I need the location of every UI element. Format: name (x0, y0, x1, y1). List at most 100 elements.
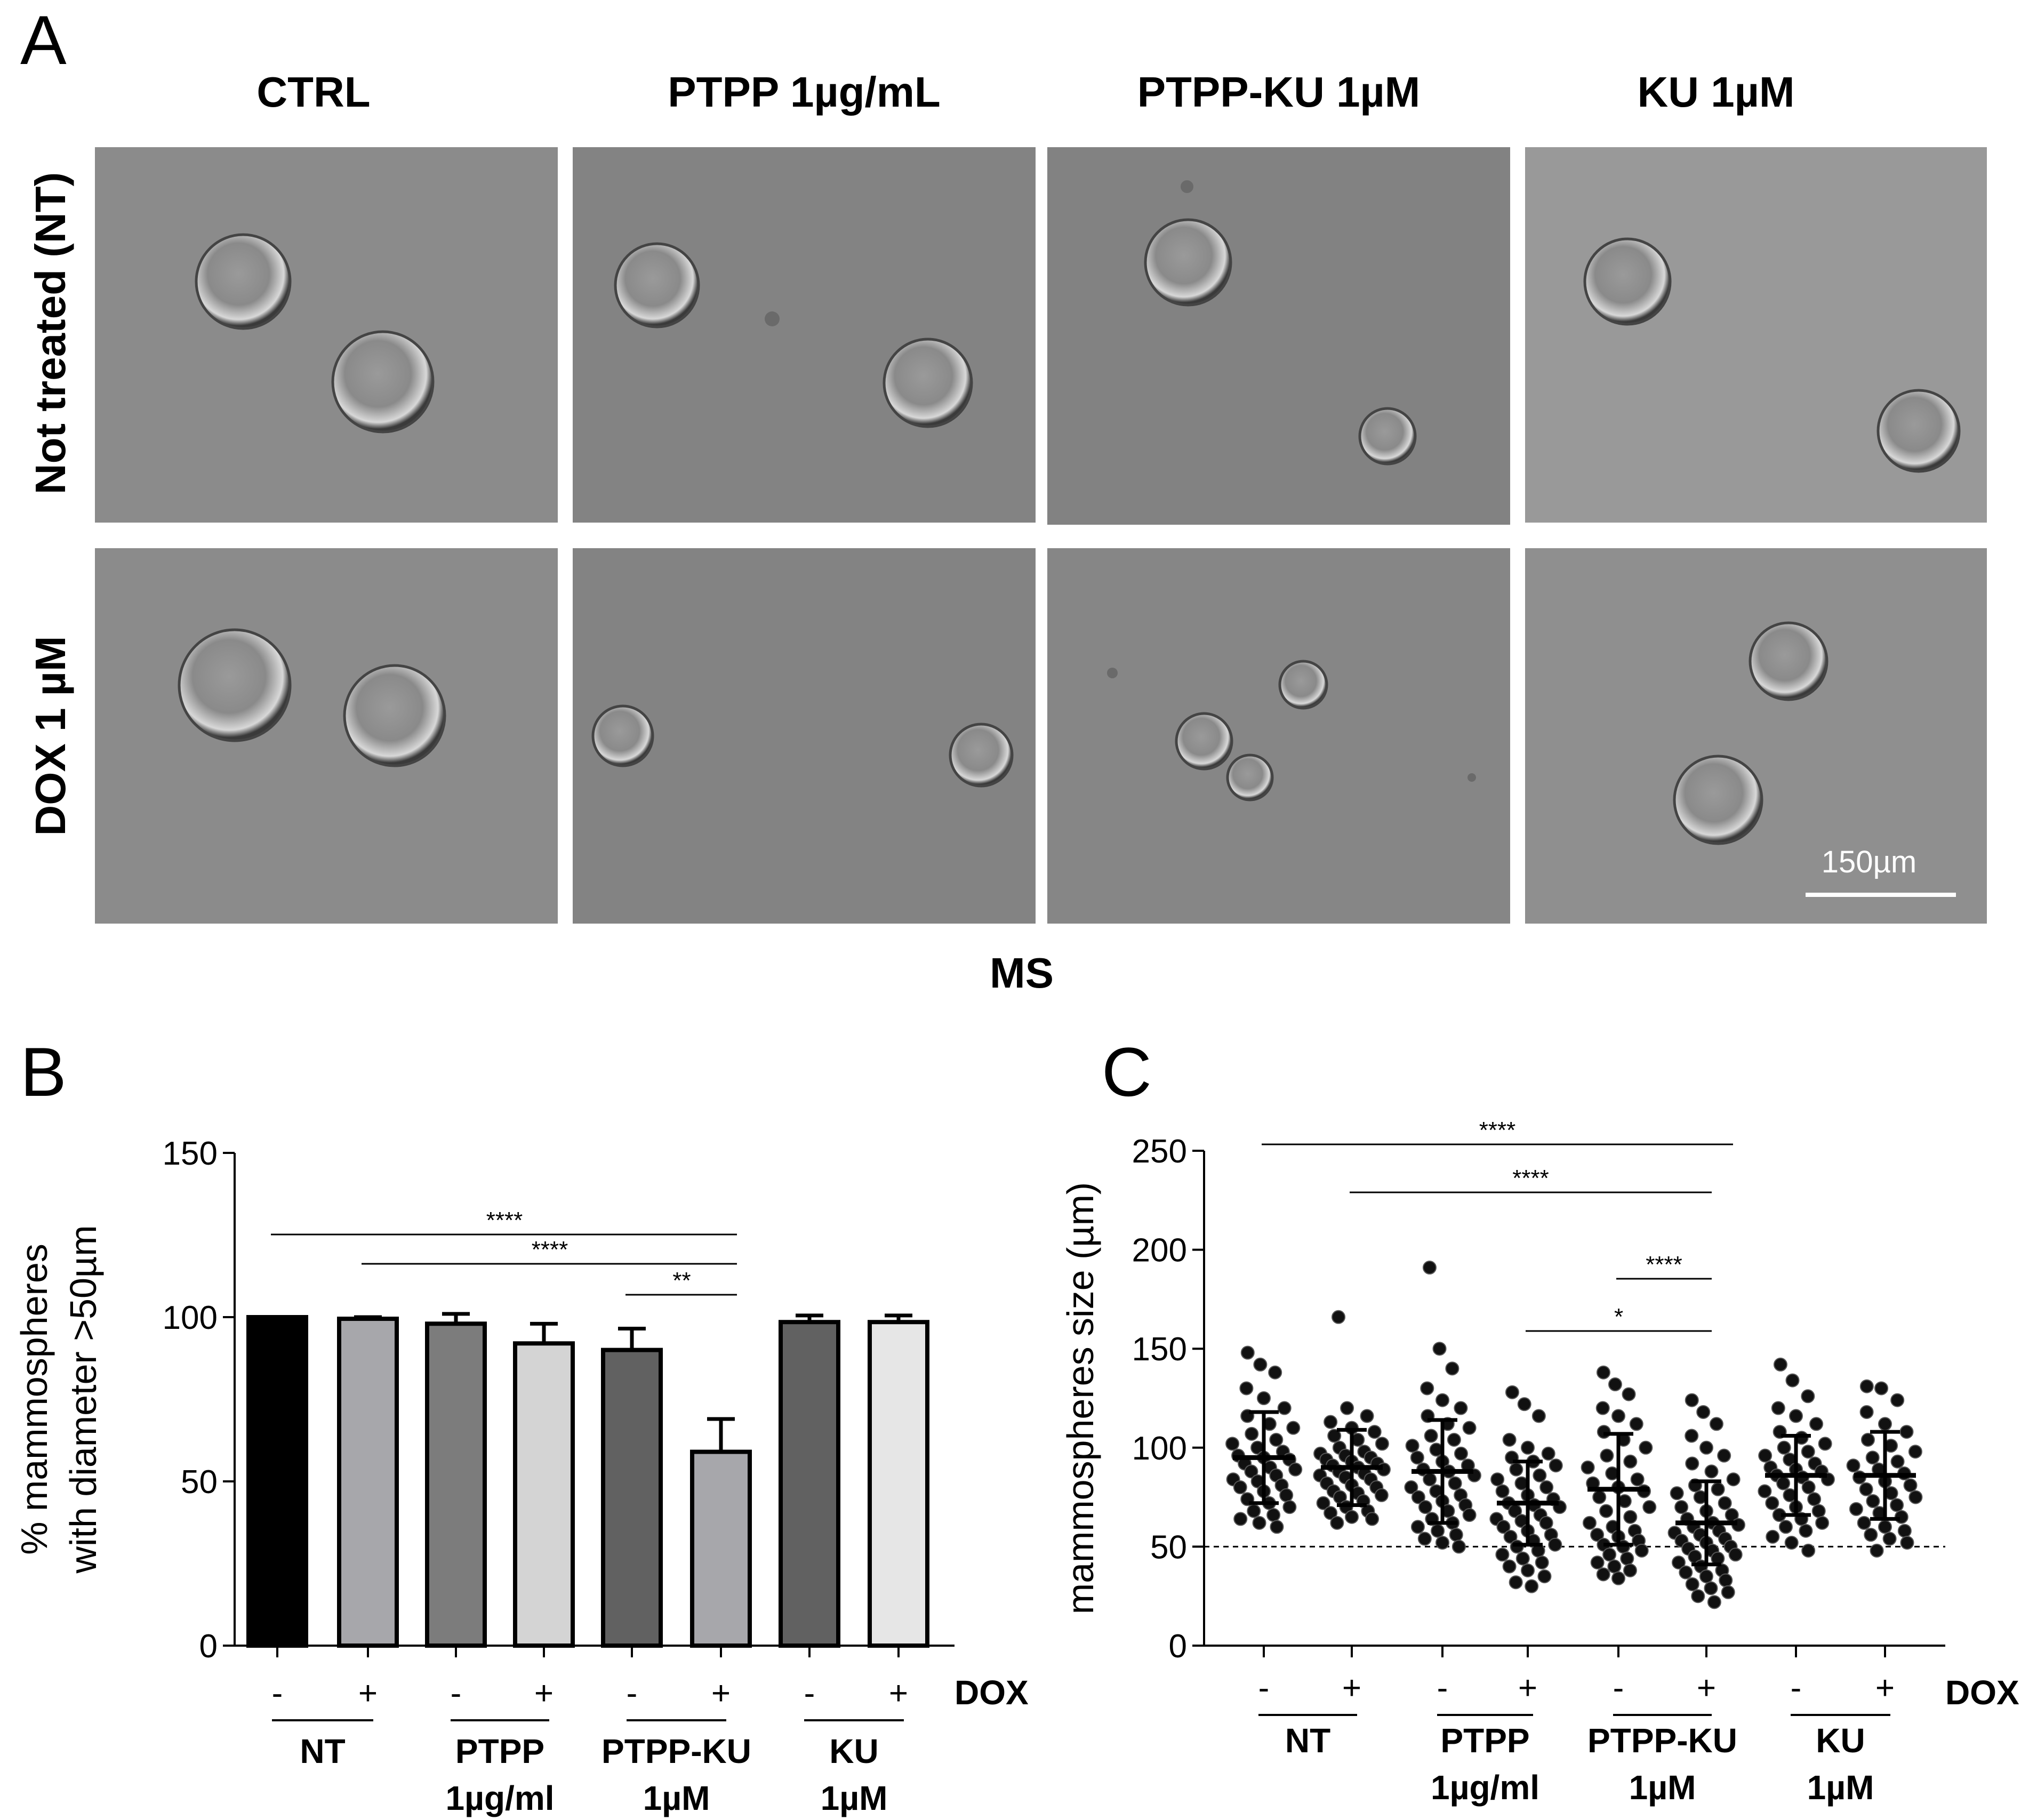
y-axis-title: with diameter >50µm (62, 1225, 104, 1574)
y-tick-label: 100 (163, 1300, 218, 1336)
data-point (1859, 1379, 1874, 1393)
data-point (1525, 1579, 1539, 1593)
data-point (1728, 1548, 1743, 1562)
data-point (1288, 1462, 1303, 1477)
data-point (1595, 1401, 1610, 1415)
data-point (1642, 1500, 1657, 1514)
data-point (1685, 1393, 1699, 1407)
data-point (1882, 1532, 1897, 1546)
significance-label: **** (1646, 1252, 1682, 1278)
y-tick-label: 250 (1132, 1133, 1187, 1170)
data-point (1622, 1387, 1636, 1401)
data-point (1894, 1510, 1908, 1524)
dox-sign: + (358, 1675, 378, 1712)
data-point (1592, 1490, 1607, 1504)
data-point (1846, 1458, 1860, 1473)
data-point (1448, 1476, 1462, 1490)
data-point (1865, 1450, 1880, 1465)
bar (690, 1449, 752, 1648)
data-point (1674, 1500, 1689, 1514)
data-point (1233, 1480, 1247, 1495)
dox-sign: + (711, 1675, 731, 1712)
data-point (1899, 1425, 1914, 1439)
data-point (1279, 1488, 1294, 1502)
dox-sign: + (1342, 1670, 1361, 1706)
bar (425, 1321, 487, 1648)
data-point (1365, 1512, 1380, 1526)
data-point (1607, 1559, 1622, 1574)
data-point (1784, 1535, 1799, 1550)
data-point (1608, 1377, 1622, 1392)
significance-label: * (1614, 1304, 1623, 1330)
data-point (1282, 1500, 1297, 1514)
data-point (1623, 1454, 1638, 1469)
panel-c-label: C (1102, 1033, 1152, 1111)
data-point (1623, 1510, 1638, 1524)
data-point (1590, 1556, 1605, 1570)
data-point (1758, 1484, 1772, 1498)
data-point (1620, 1551, 1634, 1566)
data-point (1432, 1342, 1447, 1356)
data-point (1422, 1261, 1437, 1275)
data-point (1671, 1556, 1686, 1570)
data-point (1789, 1409, 1803, 1423)
data-point (1535, 1556, 1549, 1570)
row-header-dox: DOX 1 µM (27, 636, 74, 836)
data-point (1410, 1450, 1424, 1465)
data-point (1423, 1472, 1437, 1487)
data-point (1268, 1365, 1282, 1380)
data-point (1449, 1528, 1463, 1542)
group-label: NT (1285, 1721, 1330, 1760)
y-tick-label: 200 (1132, 1232, 1187, 1269)
data-point (1602, 1548, 1617, 1562)
data-point (1324, 1506, 1338, 1520)
panel-a-label: A (20, 1, 67, 79)
data-point (1510, 1540, 1524, 1554)
data-point (1324, 1415, 1338, 1429)
y-tick-label: 0 (199, 1628, 218, 1665)
dox-sign: - (272, 1675, 283, 1712)
y-axis-title: % mammospheres (13, 1244, 55, 1555)
data-point (1691, 1589, 1705, 1603)
data-point (1517, 1397, 1531, 1412)
dox-label: DOX (955, 1673, 1029, 1712)
data-point (1908, 1445, 1922, 1459)
data-point (1719, 1573, 1733, 1588)
data-point (1515, 1551, 1530, 1566)
data-point (1541, 1446, 1555, 1461)
column-header-ptpp-ku: PTPP-KU 1µM (1137, 68, 1421, 116)
group-label: 1µg/ml (445, 1779, 554, 1817)
data-point (1327, 1429, 1342, 1443)
data-point (1699, 1569, 1713, 1584)
panel-b-bar-chart: B 0 50 100 150 % mammospheres with diameter >… (13, 1033, 1029, 1817)
data-point (1801, 1389, 1815, 1404)
dox-sign: + (1518, 1670, 1537, 1706)
significance-label: ** (672, 1268, 691, 1294)
data-point (1502, 1432, 1517, 1447)
data-point (1266, 1508, 1281, 1522)
group-label: KU (829, 1732, 878, 1770)
data-point (1623, 1563, 1637, 1577)
data-point (1599, 1504, 1614, 1518)
data-point (1766, 1529, 1780, 1544)
data-point (1345, 1510, 1359, 1524)
dox-sign: + (534, 1675, 554, 1712)
data-point (1367, 1425, 1382, 1439)
data-point (1685, 1456, 1699, 1471)
data-point (1815, 1516, 1830, 1530)
data-point (1240, 1345, 1255, 1360)
data-point (1903, 1478, 1918, 1493)
micrograph-nt-ctrl (95, 147, 558, 523)
data-point (1860, 1432, 1875, 1447)
data-point (1410, 1520, 1425, 1534)
data-point (1505, 1385, 1519, 1399)
data-point (1239, 1381, 1254, 1396)
data-point (1424, 1429, 1438, 1443)
data-point (1685, 1429, 1699, 1443)
data-point (1709, 1417, 1723, 1431)
data-point (1785, 1373, 1800, 1388)
group-label: 1µM (1807, 1768, 1874, 1807)
data-point (1890, 1498, 1904, 1512)
data-point (1611, 1409, 1625, 1423)
data-point (1445, 1361, 1459, 1376)
